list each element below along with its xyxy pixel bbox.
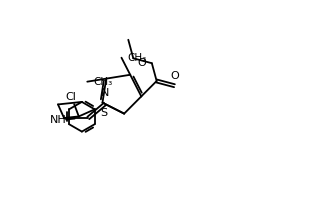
Text: O: O — [137, 58, 146, 68]
Text: NH: NH — [50, 115, 67, 125]
Text: S: S — [100, 108, 107, 118]
Text: N: N — [101, 87, 109, 97]
Text: CH₃: CH₃ — [93, 77, 112, 87]
Text: CH₃: CH₃ — [127, 53, 146, 63]
Text: Cl: Cl — [66, 92, 77, 102]
Text: O: O — [171, 71, 179, 81]
